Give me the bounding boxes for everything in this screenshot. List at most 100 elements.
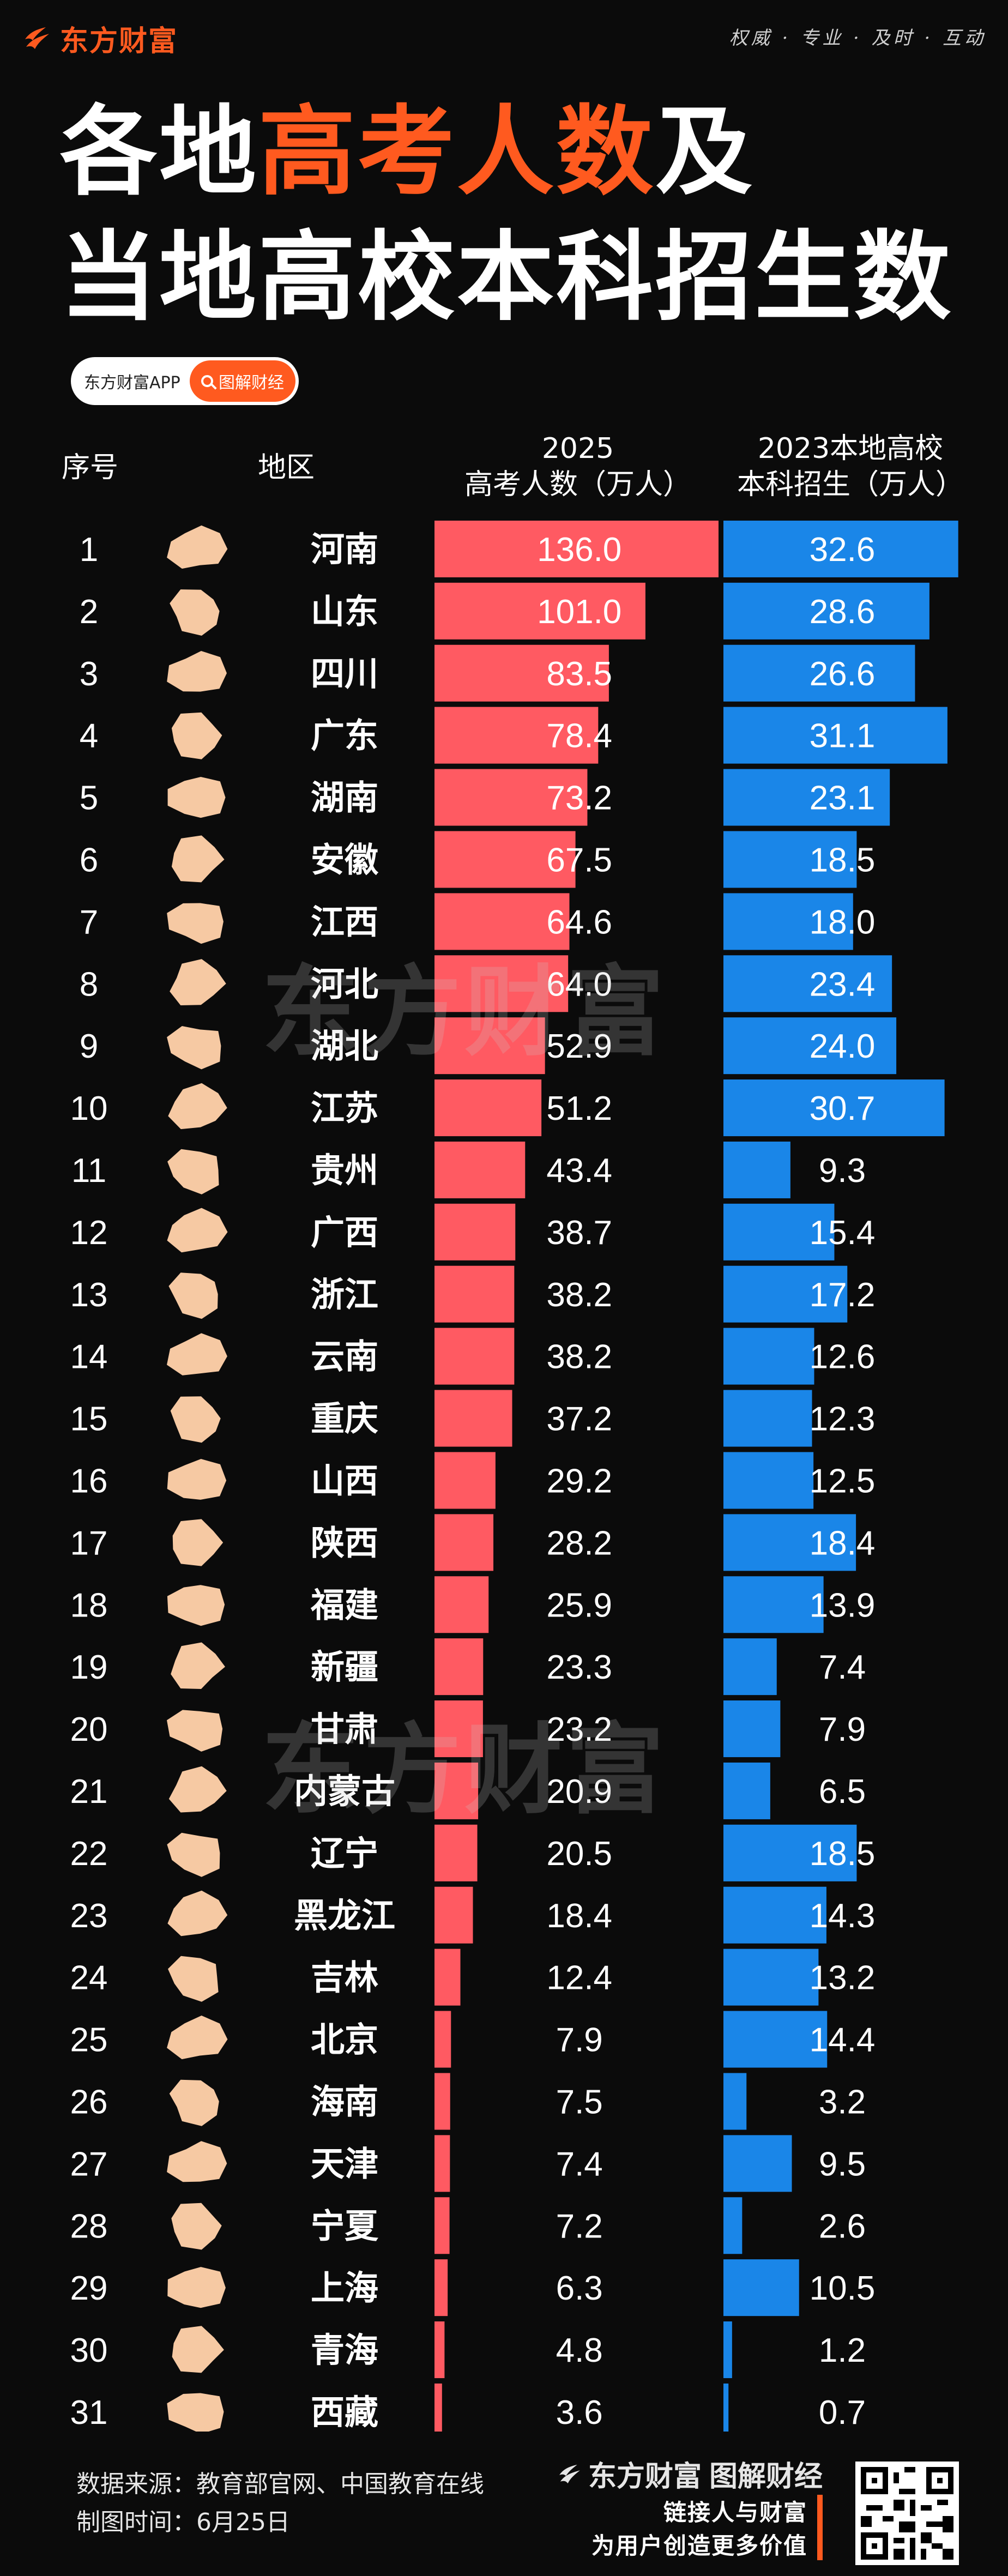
qr-code[interactable]: [855, 2462, 959, 2565]
province-map-icon: [167, 1832, 220, 1877]
exam-value-label: 38.2: [546, 1276, 612, 1314]
province-map-icon: [167, 1459, 227, 1500]
enroll-bar: [723, 1824, 857, 1881]
enroll-bar: [723, 1514, 856, 1571]
province-map-icon: [167, 525, 228, 569]
rank-label: 13: [70, 1276, 108, 1314]
enroll-bar: [723, 2135, 792, 2192]
col-header-exam-label: 高考人数（万人）: [464, 468, 691, 501]
enroll-bar: [723, 2073, 747, 2130]
enroll-value-label: 3.2: [819, 2083, 866, 2121]
region-label: 内蒙古: [294, 1771, 395, 1811]
enroll-value-label: 13.2: [810, 1959, 876, 1997]
exam-bar: [434, 1824, 478, 1881]
exam-bar: [434, 1948, 461, 2006]
province-map-icon: [167, 903, 224, 944]
exam-value-label: 7.9: [556, 2022, 603, 2059]
province-map-icon: [168, 1272, 218, 1319]
enroll-bar: [723, 1141, 790, 1198]
rank-label: 20: [70, 1711, 108, 1748]
app-name: 东方财富APP: [84, 373, 180, 393]
enroll-bar: [723, 1017, 897, 1075]
region-label: 云南: [311, 1337, 378, 1377]
province-map-icon: [167, 2141, 227, 2182]
enroll-value-label: 23.1: [810, 780, 876, 817]
footer-date: 制图时间：6月25日: [76, 2508, 290, 2536]
enroll-bar: [723, 1452, 814, 1509]
exam-bar: [434, 2321, 445, 2379]
province-map-icon: [167, 1208, 228, 1253]
enroll-bar: [723, 1638, 777, 1696]
exam-bar: [434, 893, 570, 950]
rank-label: 6: [80, 841, 98, 879]
exam-bar: [434, 644, 609, 702]
enroll-bar: [723, 582, 929, 640]
exam-value-label: 136.0: [537, 531, 621, 569]
region-label: 江西: [311, 902, 378, 942]
rank-label: 3: [80, 655, 98, 693]
exam-bar: [434, 769, 588, 826]
col-header-exam: 2025 高考人数（万人）: [431, 431, 725, 503]
search-icon: [201, 375, 213, 387]
section-tag[interactable]: 图解财经: [190, 360, 295, 402]
exam-bar: [434, 2259, 448, 2316]
enroll-value-label: 2.6: [819, 2207, 866, 2245]
province-map-icon: [171, 712, 222, 759]
footer-tagline: 链接人与财富 为用户创造更多价值: [591, 2494, 823, 2561]
exam-bar: [434, 2073, 450, 2130]
enroll-value-label: 18.5: [810, 841, 876, 879]
watermark: 东方财富: [262, 1714, 668, 1827]
enroll-bar: [723, 1079, 945, 1137]
exam-bar: [434, 707, 599, 764]
region-label: 北京: [311, 2020, 378, 2060]
exam-value-label: 67.5: [546, 841, 612, 879]
region-label: 河北: [311, 964, 378, 1004]
exam-value-label: 7.5: [556, 2083, 603, 2121]
enroll-bar: [723, 520, 958, 577]
exam-value-label: 6.3: [556, 2270, 603, 2307]
region-label: 天津: [311, 2144, 378, 2183]
brand-flame-icon: [25, 27, 49, 49]
province-map-icon: [170, 1396, 221, 1443]
enroll-bar: [723, 2383, 729, 2432]
col-header-exam-year: 2025: [541, 432, 614, 465]
exam-value-label: 83.5: [546, 655, 612, 693]
exam-bar: [434, 1514, 494, 1571]
enroll-bar: [723, 2321, 732, 2379]
province-map-icon: [167, 2016, 228, 2060]
region-label: 甘肃: [311, 1709, 378, 1749]
app-badge[interactable]: 东方财富APP 图解财经: [71, 357, 299, 405]
exam-bar: [434, 1141, 526, 1198]
exam-value-label: 23.2: [546, 1711, 612, 1748]
exam-value-label: 3.6: [556, 2394, 603, 2432]
enroll-value-label: 28.6: [810, 593, 876, 631]
enroll-bar: [723, 2197, 743, 2254]
exam-bar: [434, 1079, 542, 1137]
exam-bar: [434, 955, 569, 1012]
exam-bar: [434, 1203, 516, 1260]
rank-label: 14: [70, 1338, 108, 1376]
exam-bar: [434, 1390, 512, 1447]
enroll-bar: [723, 707, 947, 764]
rank-label: 30: [70, 2332, 108, 2369]
exam-value-label: 43.4: [546, 1152, 612, 1190]
rank-label: 31: [70, 2394, 108, 2432]
province-map-icon: [167, 1710, 223, 1752]
enroll-value-label: 24.0: [810, 1028, 876, 1065]
enroll-value-label: 1.2: [819, 2332, 866, 2369]
rank-label: 10: [70, 1090, 108, 1127]
exam-bar: [434, 2197, 450, 2254]
exam-value-label: 20.9: [546, 1773, 612, 1811]
province-map-icon: [172, 2326, 224, 2373]
enroll-value-label: 31.1: [810, 717, 876, 755]
col-header-enroll-year: 2023本地高校: [757, 432, 944, 465]
exam-value-label: 101.0: [537, 593, 621, 631]
rank-label: 15: [70, 1401, 108, 1438]
bar-chart: 1 河南 136.0 32.62 山东 101.0 28.63 四川 83.5 26.64 广东 78…: [70, 520, 958, 2432]
enroll-bar: [723, 1265, 848, 1323]
brand-name: 东方财富: [60, 25, 178, 58]
enroll-value-label: 9.5: [819, 2145, 866, 2183]
province-map-icon: [170, 959, 226, 1005]
exam-value-label: 7.4: [556, 2145, 603, 2183]
enroll-value-label: 12.3: [810, 1401, 876, 1438]
